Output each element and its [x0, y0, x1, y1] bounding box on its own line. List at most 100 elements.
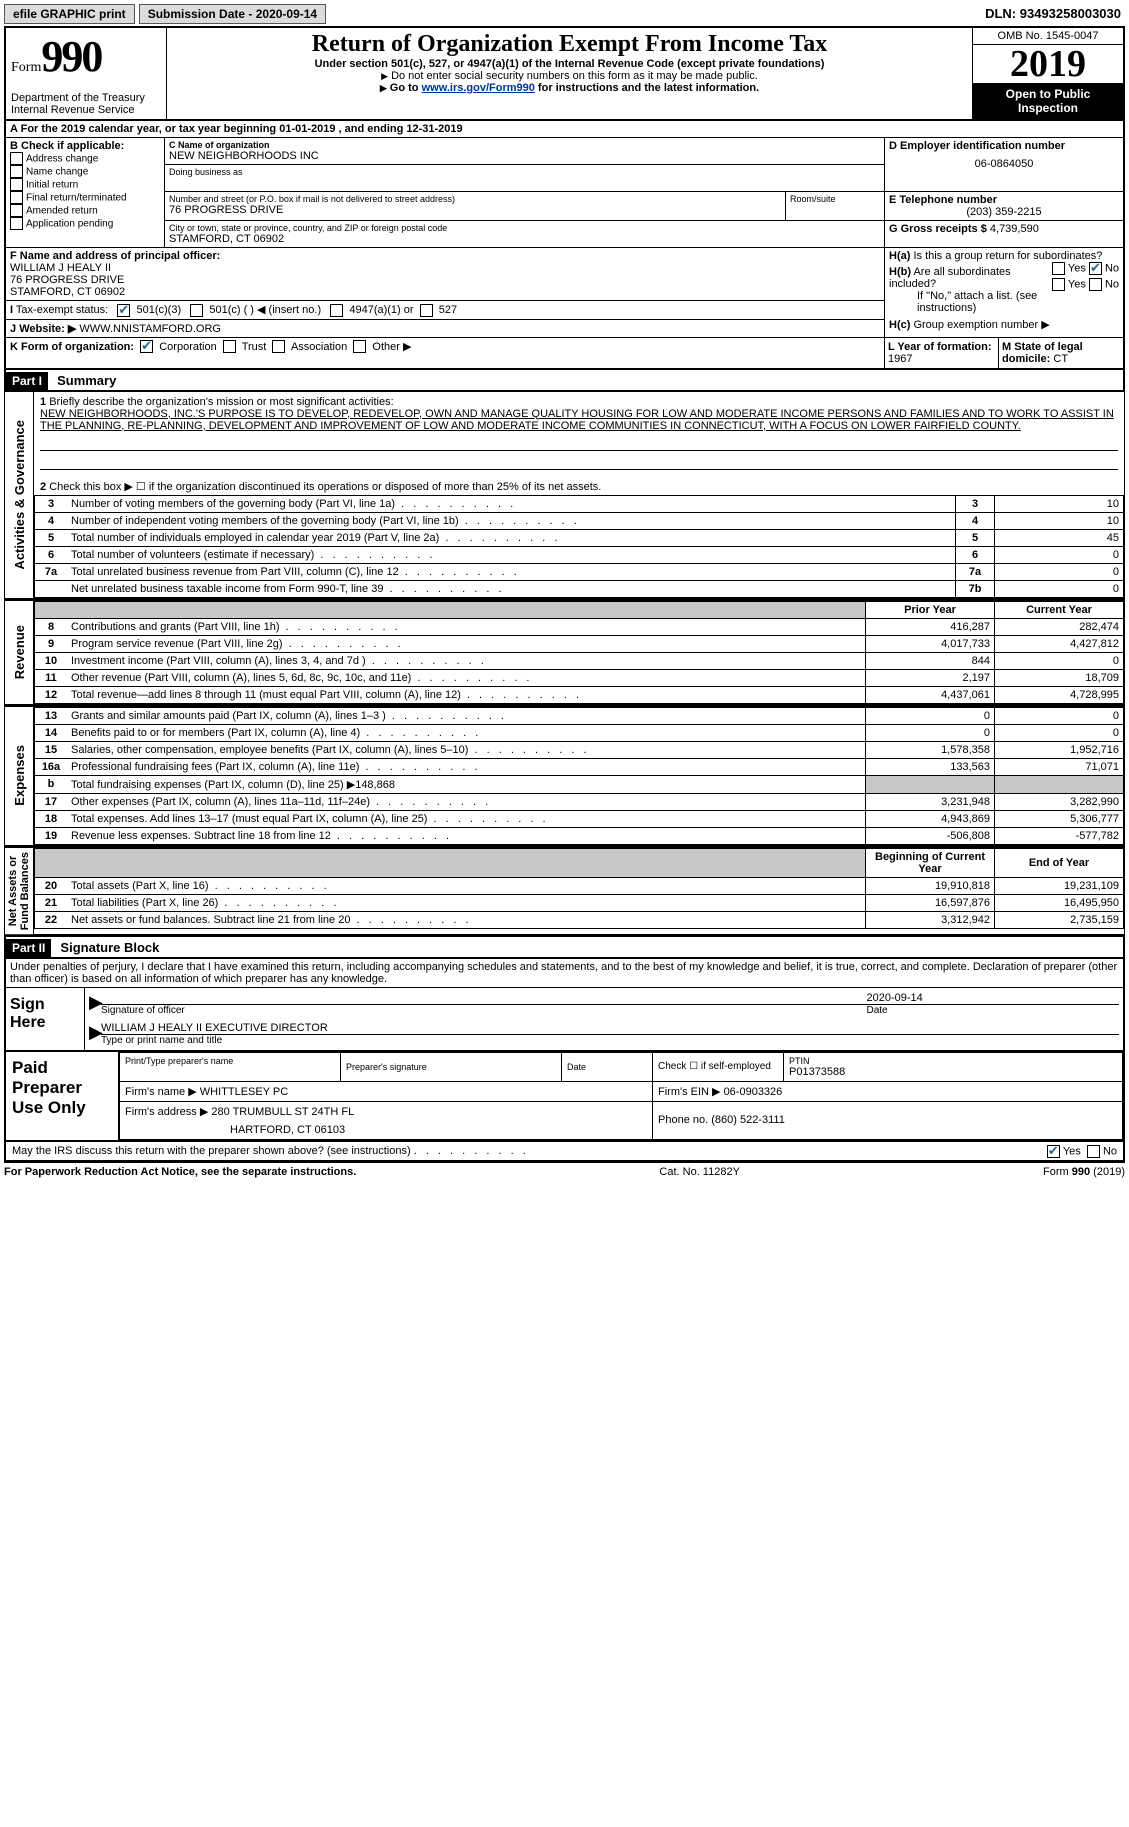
current-year-value	[995, 775, 1124, 793]
lineA-begin: 01-01-2019	[279, 123, 335, 135]
line-no: 22	[35, 911, 68, 928]
street-label: Number and street (or P.O. box if mail i…	[169, 194, 781, 204]
discuss-yes-check[interactable]	[1047, 1145, 1060, 1158]
discuss-yes: Yes	[1063, 1145, 1081, 1157]
check-application-pending[interactable]: Application pending	[10, 217, 160, 230]
check-name-change[interactable]: Name change	[10, 165, 160, 178]
ptin-value: P01373588	[789, 1066, 1117, 1078]
line-desc: Net assets or fund balances. Subtract li…	[67, 911, 866, 928]
check-other[interactable]	[353, 340, 366, 353]
current-year-value: 1,952,716	[995, 741, 1124, 758]
prep-name-label: Print/Type preparer's name	[125, 1056, 335, 1066]
hb-yes-check[interactable]	[1052, 278, 1065, 291]
form-subtitle: Under section 501(c), 527, or 4947(a)(1)…	[172, 58, 967, 70]
box-b-title: B Check if applicable:	[10, 140, 160, 152]
line-desc: Grants and similar amounts paid (Part IX…	[67, 707, 866, 724]
h-c-row: H(c) Group exemption number ▶	[889, 318, 1119, 331]
q2-text: Check this box ▶ ☐ if the organization d…	[49, 481, 601, 493]
firm-name-label: Firm's name ▶	[125, 1086, 197, 1098]
current-year-value: 0	[995, 707, 1124, 724]
current-year-value: 4,427,812	[995, 635, 1124, 652]
check-assoc[interactable]	[272, 340, 285, 353]
room-label: Room/suite	[790, 194, 880, 204]
line-a-tax-year: A For the 2019 calendar year, or tax yea…	[4, 121, 1125, 137]
firm-ein-label: Firm's EIN ▶	[658, 1086, 721, 1098]
efile-print-button[interactable]: efile GRAPHIC print	[4, 4, 135, 24]
entity-info-block: B Check if applicable: Address change Na…	[4, 137, 1125, 370]
check-501c[interactable]	[190, 304, 203, 317]
check-501c3[interactable]	[117, 304, 130, 317]
line-desc: Number of independent voting members of …	[67, 512, 956, 529]
ag-table: 3 Number of voting members of the govern…	[34, 495, 1124, 598]
prior-year-value: 844	[866, 652, 995, 669]
revenue-section: Revenue Prior Year Current Year8 Contrib…	[4, 599, 1125, 705]
line-no: 3	[35, 495, 68, 512]
line-desc: Professional fundraising fees (Part IX, …	[67, 758, 866, 775]
line-desc: Total unrelated business revenue from Pa…	[67, 563, 956, 580]
line-no: 21	[35, 894, 68, 911]
gross-receipts-value: 4,739,590	[990, 223, 1039, 235]
line-desc: Revenue less expenses. Subtract line 18 …	[67, 827, 866, 844]
prior-year-value: 4,437,061	[866, 686, 995, 703]
line-no: 14	[35, 724, 68, 741]
inspect-l2: Inspection	[1018, 101, 1078, 115]
check-address-change[interactable]: Address change	[10, 152, 160, 165]
lbl-final: Final return/terminated	[26, 192, 127, 203]
vlabel-na: Net Assets or Fund Balances	[5, 848, 33, 934]
dba-label: Doing business as	[169, 167, 880, 177]
officer-city: STAMFORD, CT 06902	[10, 286, 125, 298]
check-initial-return[interactable]: Initial return	[10, 178, 160, 191]
line-desc: Total fundraising expenses (Part IX, col…	[67, 775, 866, 793]
form-title: Return of Organization Exempt From Incom…	[172, 31, 967, 58]
note2-pre: Go to	[390, 82, 422, 94]
line-no: 8	[35, 618, 68, 635]
submission-date-box: Submission Date - 2020-09-14	[139, 4, 326, 24]
current-year-value: 282,474	[995, 618, 1124, 635]
prior-year-value: 133,563	[866, 758, 995, 775]
firm-addr2: HARTFORD, CT 06103	[120, 1121, 653, 1140]
check-corp[interactable]	[140, 340, 153, 353]
mission-text: NEW NEIGHBORHOODS, INC.'S PURPOSE IS TO …	[40, 408, 1114, 432]
prior-year-value: 3,312,942	[866, 911, 995, 928]
form-990-label: Form990	[11, 31, 161, 82]
line-value: 45	[995, 529, 1124, 546]
lbl-name: Name change	[26, 166, 88, 177]
form990-link[interactable]: www.irs.gov/Form990	[422, 82, 535, 94]
line-desc: Total number of individuals employed in …	[67, 529, 956, 546]
check-trust[interactable]	[223, 340, 236, 353]
phone-value: (203) 359-2215	[889, 206, 1119, 218]
current-year-value: 0	[995, 652, 1124, 669]
current-year-value: 2,735,159	[995, 911, 1124, 928]
page-footer: For Paperwork Reduction Act Notice, see …	[4, 1162, 1125, 1178]
check-amended-return[interactable]: Amended return	[10, 204, 160, 217]
vlabel-exp: Expenses	[10, 741, 29, 810]
line-desc: Total expenses. Add lines 13–17 (must eq…	[67, 810, 866, 827]
ha-no-check[interactable]	[1089, 262, 1102, 275]
line-desc: Total liabilities (Part X, line 26)	[67, 894, 866, 911]
inspect-l1: Open to Public	[1006, 87, 1091, 101]
firm-addr1: 280 TRUMBULL ST 24TH FL	[211, 1106, 354, 1118]
check-4947[interactable]	[330, 304, 343, 317]
check-527[interactable]	[420, 304, 433, 317]
line-desc: Investment income (Part VIII, column (A)…	[67, 652, 866, 669]
col-header-current: End of Year	[995, 848, 1124, 877]
firm-ein-value: 06-0903326	[724, 1086, 783, 1098]
prior-year-value: 416,287	[866, 618, 995, 635]
current-year-value: 19,231,109	[995, 877, 1124, 894]
line-no: 12	[35, 686, 68, 703]
line-no: 10	[35, 652, 68, 669]
line-desc: Salaries, other compensation, employee b…	[67, 741, 866, 758]
net-assets-section: Net Assets or Fund Balances Beginning of…	[4, 846, 1125, 935]
opt-501c: 501(c) ( ) ◀ (insert no.)	[209, 304, 321, 316]
prep-self-employed-check[interactable]: Check ☐ if self-employed	[653, 1052, 784, 1081]
check-final-return[interactable]: Final return/terminated	[10, 191, 160, 204]
ha-yes-check[interactable]	[1052, 262, 1065, 275]
footer-right: Form 990 (2019)	[1043, 1166, 1125, 1178]
declaration-text: Under penalties of perjury, I declare th…	[4, 959, 1125, 987]
current-year-value: 16,495,950	[995, 894, 1124, 911]
sig-name-value: WILLIAM J HEALY II EXECUTIVE DIRECTOR	[101, 1022, 1119, 1035]
discuss-no-check[interactable]	[1087, 1145, 1100, 1158]
hb-no-check[interactable]	[1089, 278, 1102, 291]
line-no: 6	[35, 546, 68, 563]
submission-date-value: 2020-09-14	[256, 7, 317, 21]
